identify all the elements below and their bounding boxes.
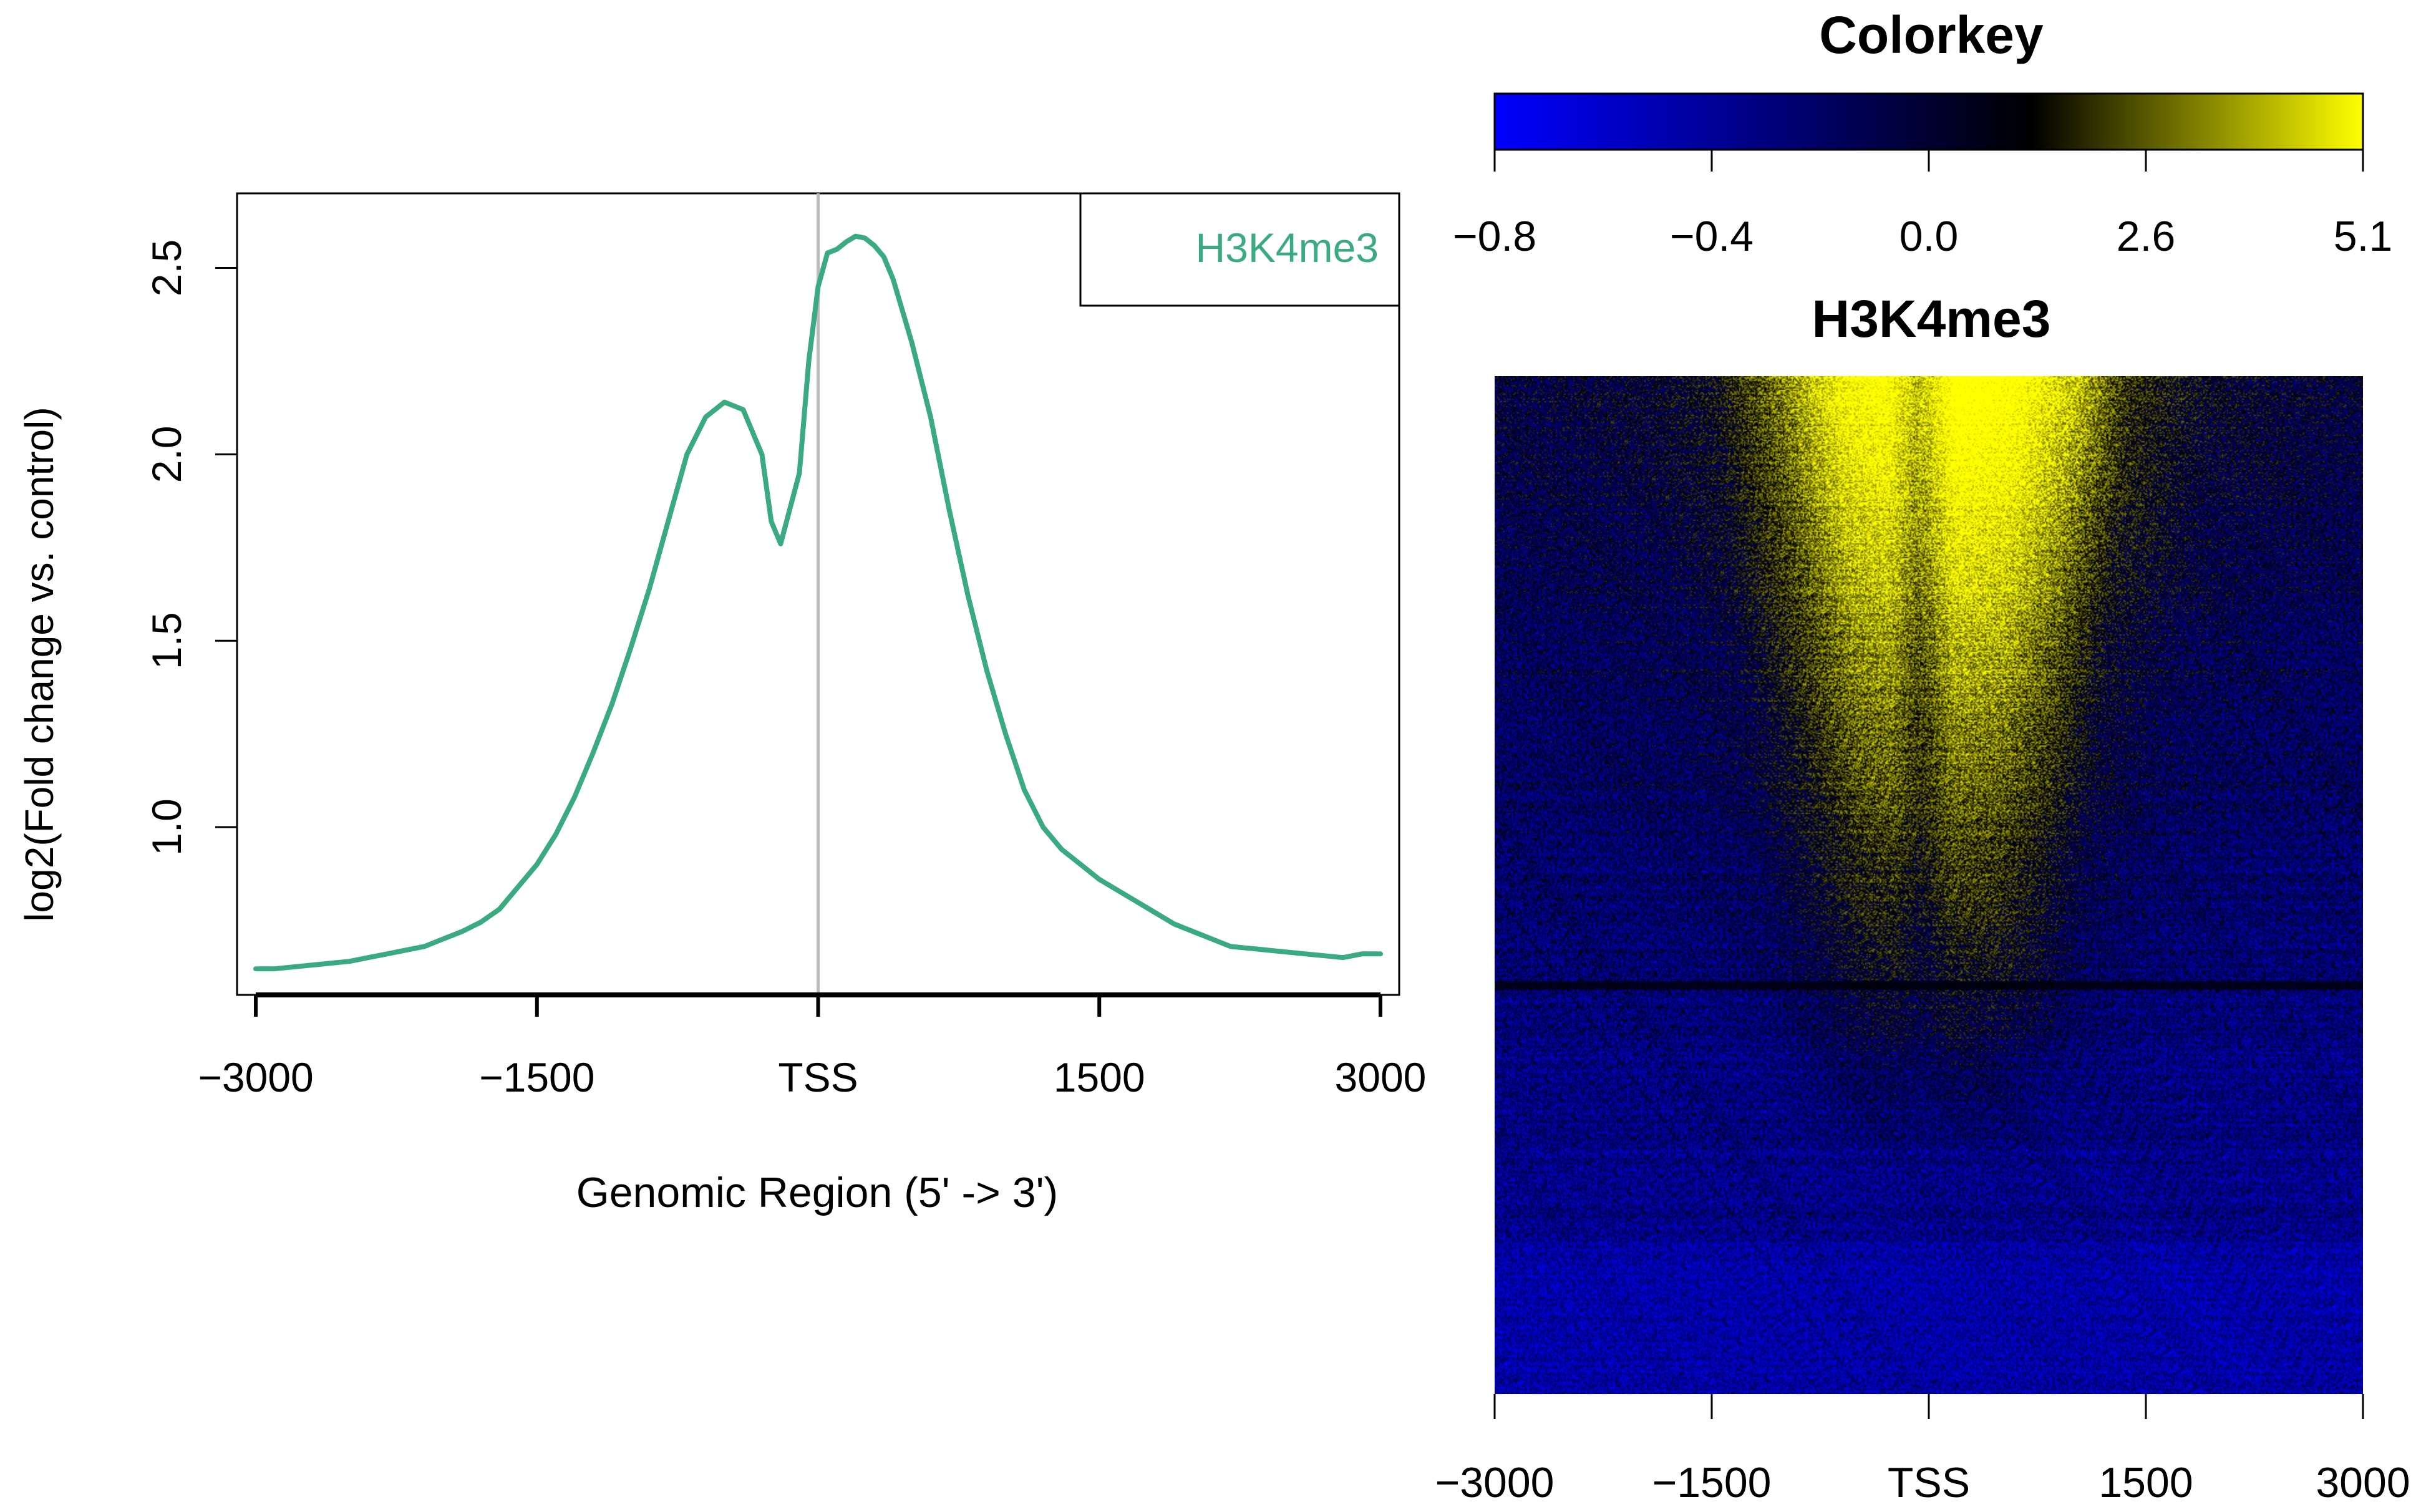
y-axis: 1.0 1.5 2.0 2.5 xyxy=(143,240,238,856)
line-chart: −3000 −1500 TSS 1500 3000 1.0 1.5 2.0 2.5 H3K4m… xyxy=(17,192,1427,1216)
x-tick-label-3: 1500 xyxy=(1054,1054,1145,1100)
colorkey-axis: −0.8 −0.4 0.0 2.6 5.1 xyxy=(1453,150,2392,260)
colorkey-tick-label-3: 2.6 xyxy=(2117,213,2176,260)
legend-box xyxy=(1079,192,1400,307)
x-tick-label-1: −1500 xyxy=(479,1054,594,1100)
y-tick-label-1: 1.5 xyxy=(143,612,190,669)
colorkey-tick-label-1: −0.4 xyxy=(1670,213,1754,260)
x-tick-label-2: TSS xyxy=(778,1054,858,1100)
heatmap-x-axis: −3000 −1500 TSS 1500 3000 xyxy=(1435,1394,2410,1506)
legend: H3K4me3 xyxy=(1079,192,1400,307)
y-axis-label: log2(Fold change vs. control) xyxy=(17,407,62,921)
heatmap: H3K4me3 −3000 −1500 TSS 1500 3000 xyxy=(1435,289,2410,1506)
heatmap-title: H3K4me3 xyxy=(1812,289,2051,348)
legend-entry-h3k4me3: H3K4me3 xyxy=(1196,225,1379,271)
heatmap-x-tick-label-0: −3000 xyxy=(1435,1459,1555,1506)
heatmap-cells xyxy=(1495,376,2363,1394)
series-line-h3k4me3 xyxy=(253,233,1383,972)
colorkey-tick-label-0: −0.8 xyxy=(1453,213,1536,260)
colorkey-bar xyxy=(1493,92,2364,151)
colorkey-tick-label-2: 0.0 xyxy=(1899,213,1959,260)
colorkey: Colorkey −0.8 −0.4 0.0 2.6 5.1 xyxy=(1453,6,2392,260)
x-tick-label-0: −3000 xyxy=(198,1054,313,1100)
heatmap-x-tick-label-3: 1500 xyxy=(2098,1459,2193,1506)
x-axis: −3000 −1500 TSS 1500 3000 xyxy=(198,992,1427,1100)
heatmap-x-tick-label-1: −1500 xyxy=(1652,1459,1772,1506)
y-tick-label-0: 1.0 xyxy=(143,798,190,856)
y-tick-label-2: 2.0 xyxy=(143,426,190,483)
y-tick-label-3: 2.5 xyxy=(143,240,190,297)
x-tick-label-4: 3000 xyxy=(1335,1054,1427,1100)
colorkey-tick-label-4: 5.1 xyxy=(2334,213,2393,260)
colorkey-title: Colorkey xyxy=(1819,6,2044,64)
x-axis-label: Genomic Region (5' -> 3') xyxy=(576,1169,1058,1216)
heatmap-x-tick-label-2: TSS xyxy=(1888,1459,1970,1506)
heatmap-x-tick-label-4: 3000 xyxy=(2316,1459,2410,1506)
